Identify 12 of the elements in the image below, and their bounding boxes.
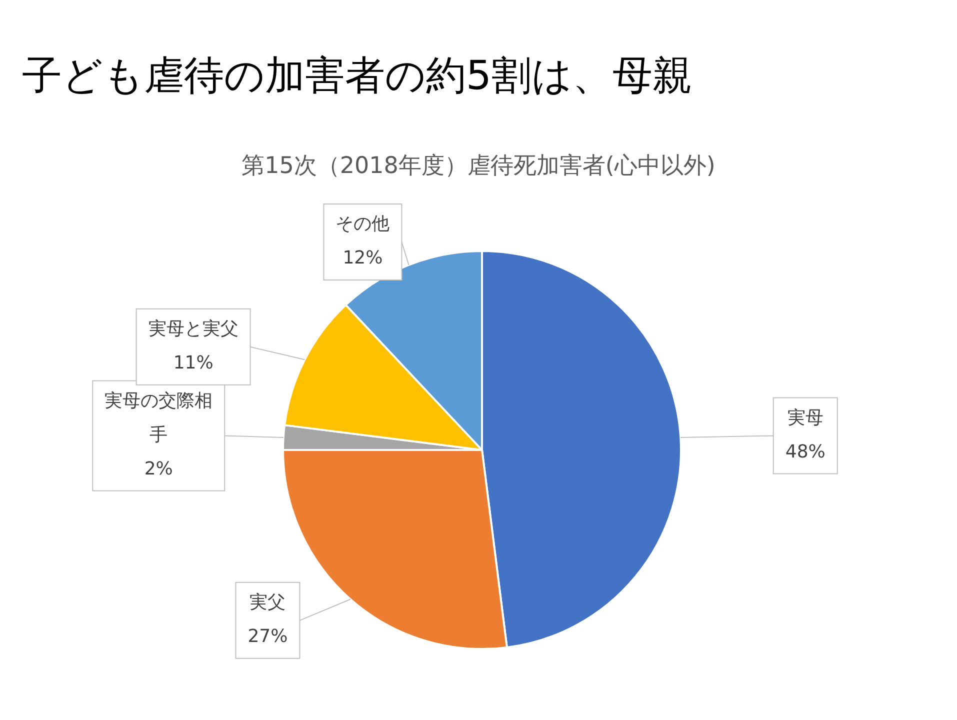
chart-title: 子ども虐待の加害者の約5割は、母親	[22, 52, 692, 101]
slice-label: 実母	[787, 407, 824, 428]
data-label: 2%	[144, 458, 173, 480]
data-label: 27%	[248, 626, 288, 648]
data-label: 12%	[342, 248, 383, 269]
slice-label: その他	[336, 214, 390, 235]
data-label: 11%	[173, 352, 214, 374]
slice-label: 実母の交際相手	[104, 390, 213, 446]
chart-subtitle: 第15次（2018年度）虐待死加害者(心中以外)	[240, 152, 716, 181]
slice-label: 実父	[250, 592, 286, 614]
data-label: 48%	[785, 441, 826, 462]
slice-label: 実母と実父	[148, 318, 238, 340]
